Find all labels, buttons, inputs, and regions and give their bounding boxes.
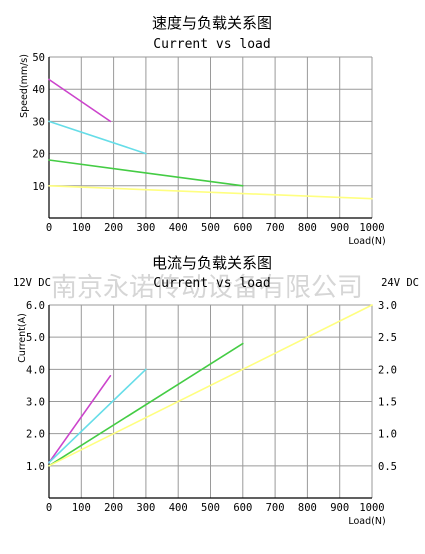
plot-area: 0 100 200 300 400 500 600 700 800 900 1000 10 20 30 40… [32,52,384,234]
x-tick-label: 400 [169,222,188,234]
y-axis-label: Current(A) [17,313,28,363]
x-tick-label: 1000 [359,222,384,234]
series-line [48,304,373,467]
x-tick-label: 500 [201,222,220,234]
y-axis-label: Speed(mm/s) [19,54,30,118]
x-axis-label: Load(N) [348,516,385,527]
y-tick-label: 10 [32,181,45,193]
series-line [48,120,147,155]
x-tick-label: 700 [266,502,285,514]
right-axis-title: 24V DC [381,277,419,289]
x-tick-label: 200 [104,502,123,514]
left-axis-title: 12V DC [13,277,51,289]
y-tick-label: 2.0 [26,429,45,441]
x-tick-label: 0 [46,222,52,234]
y-tick-label: 30 [32,116,45,128]
series-line [48,374,112,464]
chart-title: 速度与负载关系图 [152,14,272,32]
y-tick-label: 3.0 [26,397,45,409]
current-load-chart: 电流与负载关系图 Current vs load 12V DC 24V DC C… [13,254,419,527]
watermark-text: 南京永诺传动设备有限公司 [51,273,363,303]
x-tick-label: 800 [298,222,317,234]
x-tick-label: 900 [330,502,349,514]
x-tick-label: 200 [104,222,123,234]
x-tick-label: 300 [136,222,155,234]
y2-tick-label: 0.5 [378,461,397,473]
x-tick-label: 500 [201,502,220,514]
series-line [48,185,373,200]
x-tick-label: 400 [169,502,188,514]
y2-tick-label: 3.0 [378,300,397,312]
x-tick-label: 100 [72,502,91,514]
series-line [48,78,112,123]
x-tick-label: 100 [72,222,91,234]
y-tick-label: 20 [32,149,45,161]
x-tick-label: 600 [233,222,252,234]
y-tick-label: 1.0 [26,461,45,473]
speed-load-chart: 速度与负载关系图 Current vs load Speed(mm/s) Loa… [19,14,386,247]
x-tick-label: 600 [233,502,252,514]
chart-title: 电流与负载关系图 [152,254,272,272]
x-tick-label: 800 [298,502,317,514]
y2-tick-label: 2.5 [378,332,397,344]
y-tick-label: 4.0 [26,364,45,376]
y-tick-label: 50 [32,52,45,64]
x-tick-label: 1000 [359,502,384,514]
y-tick-label: 6.0 [26,300,45,312]
series-line [48,342,244,467]
series-line [48,368,147,464]
x-tick-label: 0 [46,502,52,514]
chart-subtitle: Current vs load [153,276,270,291]
x-tick-label: 300 [136,502,155,514]
x-axis-label: Load(N) [348,236,385,247]
series-line [48,159,244,187]
y2-tick-label: 2.0 [378,364,397,376]
y-tick-label: 5.0 [26,332,45,344]
y-tick-label: 40 [32,84,45,96]
chart-subtitle: Current vs load [153,37,270,52]
y2-tick-label: 1.0 [378,429,397,441]
y2-tick-label: 1.5 [378,397,397,409]
x-tick-label: 700 [266,222,285,234]
plot-area: 0 100 200 300 400 500 600 700 800 900 1000 1.0 2.0 3.… [26,300,397,514]
x-tick-label: 900 [330,222,349,234]
